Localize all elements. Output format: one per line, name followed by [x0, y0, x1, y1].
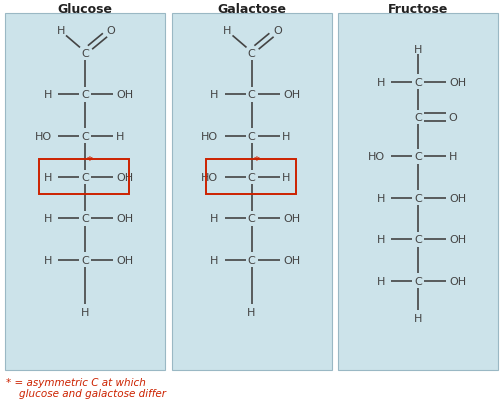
Text: *: * — [254, 156, 260, 166]
Text: C: C — [81, 90, 89, 100]
Text: * = asymmetric C at which
    glucose and galactose differ: * = asymmetric C at which glucose and ga… — [6, 377, 166, 398]
Text: HO: HO — [201, 131, 218, 141]
Text: HO: HO — [201, 173, 218, 183]
Text: H: H — [377, 193, 385, 203]
Text: C: C — [414, 152, 422, 162]
Text: H: H — [282, 131, 290, 141]
Text: C: C — [248, 214, 256, 224]
Text: H: H — [414, 45, 422, 55]
FancyBboxPatch shape — [338, 14, 498, 370]
Text: H: H — [44, 214, 52, 224]
Text: H: H — [44, 255, 52, 265]
Text: Glucose: Glucose — [58, 2, 112, 16]
Text: H: H — [210, 214, 218, 224]
Text: H: H — [224, 26, 232, 36]
Text: C: C — [414, 276, 422, 286]
Text: C: C — [81, 49, 89, 59]
Text: HO: HO — [368, 152, 384, 162]
Text: C: C — [81, 255, 89, 265]
Text: OH: OH — [283, 255, 300, 265]
Text: O: O — [106, 26, 116, 36]
Text: H: H — [282, 173, 290, 183]
Text: H: H — [44, 173, 52, 183]
Text: OH: OH — [450, 235, 466, 244]
Text: H: H — [81, 307, 89, 317]
Text: OH: OH — [450, 276, 466, 286]
FancyBboxPatch shape — [172, 14, 332, 370]
Text: HO: HO — [34, 131, 51, 141]
Text: C: C — [414, 235, 422, 244]
Text: C: C — [81, 173, 89, 183]
Text: C: C — [248, 173, 256, 183]
Text: C: C — [414, 113, 422, 123]
Text: OH: OH — [116, 255, 134, 265]
Text: H: H — [44, 90, 52, 100]
Text: C: C — [248, 49, 256, 59]
Text: H: H — [377, 78, 385, 88]
Text: OH: OH — [116, 90, 134, 100]
Text: H: H — [377, 276, 385, 286]
Text: C: C — [248, 131, 256, 141]
Text: H: H — [210, 90, 218, 100]
Text: H: H — [248, 307, 256, 317]
Text: OH: OH — [283, 214, 300, 224]
FancyBboxPatch shape — [5, 14, 165, 370]
Text: H: H — [449, 152, 457, 162]
Text: C: C — [248, 255, 256, 265]
Text: OH: OH — [116, 173, 134, 183]
Text: H: H — [377, 235, 385, 244]
Text: C: C — [248, 90, 256, 100]
Text: C: C — [414, 78, 422, 88]
Text: H: H — [414, 313, 422, 323]
Text: C: C — [81, 131, 89, 141]
Text: O: O — [448, 113, 458, 123]
Text: C: C — [81, 214, 89, 224]
Text: O: O — [273, 26, 282, 36]
Text: OH: OH — [450, 78, 466, 88]
Text: OH: OH — [116, 214, 134, 224]
Text: Fructose: Fructose — [388, 2, 448, 16]
Text: Galactose: Galactose — [217, 2, 286, 16]
Text: H: H — [57, 26, 65, 36]
Text: OH: OH — [283, 90, 300, 100]
Text: H: H — [116, 131, 124, 141]
Text: C: C — [414, 193, 422, 203]
Text: *: * — [87, 156, 93, 166]
Text: OH: OH — [450, 193, 466, 203]
Text: H: H — [210, 255, 218, 265]
